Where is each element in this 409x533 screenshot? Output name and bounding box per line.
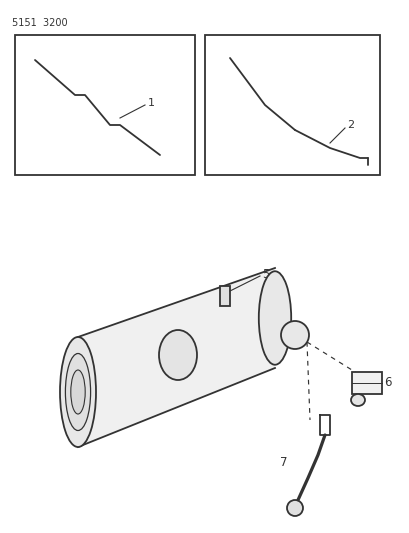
Text: 1: 1 — [148, 98, 155, 108]
Bar — [220, 286, 229, 306]
Text: 7: 7 — [279, 456, 287, 469]
Text: 5: 5 — [261, 268, 269, 280]
Ellipse shape — [286, 500, 302, 516]
Ellipse shape — [159, 330, 196, 380]
Bar — [351, 372, 381, 394]
Ellipse shape — [60, 337, 96, 447]
Ellipse shape — [258, 271, 290, 365]
Text: 5151  3200: 5151 3200 — [12, 18, 67, 28]
Ellipse shape — [280, 321, 308, 349]
Bar — [15, 35, 195, 175]
Ellipse shape — [65, 353, 90, 431]
Ellipse shape — [350, 394, 364, 406]
Ellipse shape — [71, 370, 85, 414]
Text: 6: 6 — [383, 376, 391, 389]
Polygon shape — [78, 268, 274, 447]
Bar — [204, 35, 379, 175]
Text: 2: 2 — [346, 120, 353, 130]
